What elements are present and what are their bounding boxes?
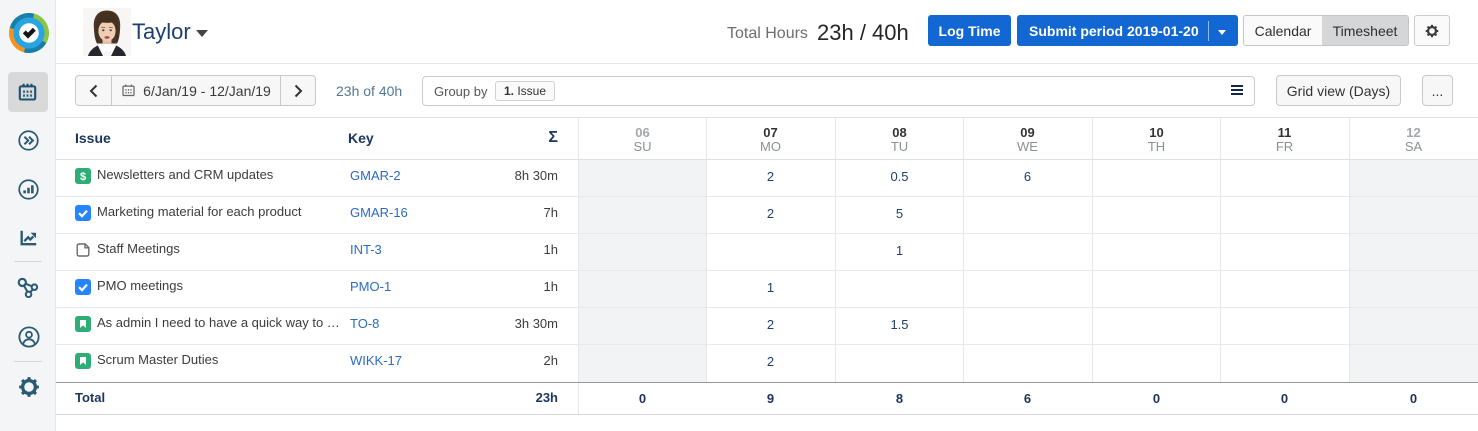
svg-text:$: $ (80, 171, 86, 183)
